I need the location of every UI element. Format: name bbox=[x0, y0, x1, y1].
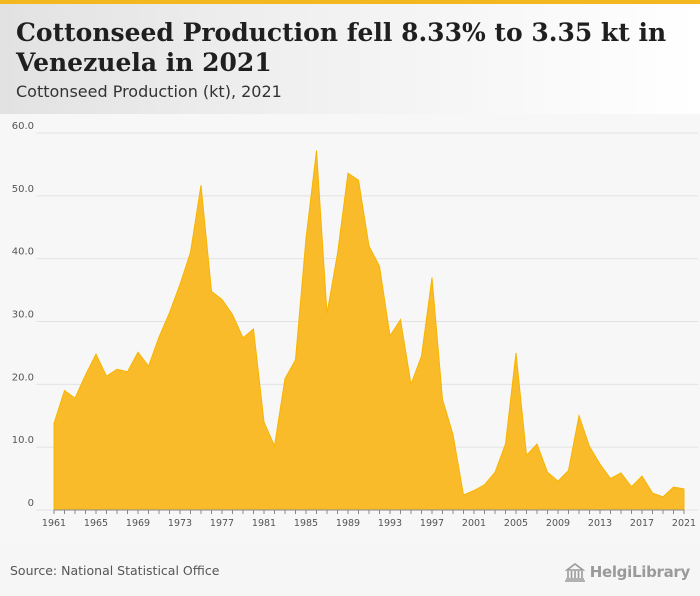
data-point-1974[interactable] bbox=[188, 249, 194, 255]
data-point-2007[interactable] bbox=[534, 441, 540, 447]
data-point-1962[interactable] bbox=[62, 388, 68, 394]
y-tick-label: 10.0 bbox=[12, 435, 34, 446]
x-tick-label: 1973 bbox=[168, 518, 192, 529]
data-point-1961[interactable] bbox=[51, 420, 57, 426]
data-point-1986[interactable] bbox=[314, 148, 320, 154]
x-tick-label: 2009 bbox=[546, 518, 570, 529]
x-tick-label: 2013 bbox=[588, 518, 612, 529]
data-point-1989[interactable] bbox=[345, 170, 351, 176]
data-point-1994[interactable] bbox=[398, 317, 404, 323]
x-tick-label: 1969 bbox=[126, 518, 150, 529]
data-point-1999[interactable] bbox=[450, 432, 456, 438]
data-point-1992[interactable] bbox=[377, 263, 383, 269]
data-point-2005[interactable] bbox=[513, 350, 519, 356]
data-point-1978[interactable] bbox=[230, 312, 236, 318]
x-tick-label: 1961 bbox=[42, 518, 66, 529]
data-point-1976[interactable] bbox=[209, 288, 215, 294]
data-point-1963[interactable] bbox=[72, 395, 78, 401]
page-title: Cottonseed Production fell 8.33% to 3.35… bbox=[16, 18, 667, 77]
data-point-2017[interactable] bbox=[639, 473, 645, 479]
chart-subtitle: Cottonseed Production (kt), 2021 bbox=[16, 82, 282, 101]
x-tick-label: 1989 bbox=[336, 518, 360, 529]
x-tick-label: 2005 bbox=[504, 518, 528, 529]
logo-text: HelgiLibrary bbox=[589, 563, 691, 581]
data-point-2012[interactable] bbox=[587, 444, 593, 450]
y-tick-label: 30.0 bbox=[12, 310, 34, 321]
data-point-2019[interactable] bbox=[660, 494, 666, 500]
x-tick-label: 1997 bbox=[420, 518, 444, 529]
data-point-1973[interactable] bbox=[177, 281, 183, 287]
data-point-2013[interactable] bbox=[597, 461, 603, 467]
data-point-1967[interactable] bbox=[114, 366, 120, 372]
data-point-2006[interactable] bbox=[524, 452, 530, 458]
x-tick-label: 1965 bbox=[84, 518, 108, 529]
data-point-1968[interactable] bbox=[125, 369, 131, 375]
data-point-1995[interactable] bbox=[408, 381, 414, 387]
data-point-1970[interactable] bbox=[146, 363, 152, 369]
data-point-2000[interactable] bbox=[461, 492, 467, 498]
chart-area: 0 10.0 20.0 30.0 40.0 50.0 60.0 1961 1965 1969 197… bbox=[0, 114, 700, 544]
data-point-1975[interactable] bbox=[198, 182, 204, 188]
data-point-2015[interactable] bbox=[618, 470, 624, 476]
data-point-2004[interactable] bbox=[503, 441, 509, 447]
x-tick-label: 1993 bbox=[378, 518, 402, 529]
y-tick-label: 40.0 bbox=[12, 247, 34, 258]
data-point-2020[interactable] bbox=[671, 484, 677, 490]
data-point-1966[interactable] bbox=[104, 373, 110, 379]
y-tick-label: 60.0 bbox=[12, 121, 34, 132]
data-point-1971[interactable] bbox=[156, 334, 162, 340]
data-point-2016[interactable] bbox=[629, 484, 635, 490]
data-point-1984[interactable] bbox=[293, 357, 299, 363]
data-point-1969[interactable] bbox=[135, 349, 141, 355]
data-point-1987[interactable] bbox=[324, 310, 330, 316]
data-point-1996[interactable] bbox=[419, 353, 425, 359]
data-point-1988[interactable] bbox=[335, 251, 341, 257]
data-point-1998[interactable] bbox=[440, 396, 446, 402]
x-tick-label: 1977 bbox=[210, 518, 234, 529]
library-building-icon bbox=[564, 563, 586, 582]
data-point-1981[interactable] bbox=[261, 419, 267, 425]
helgilibrary-logo[interactable]: HelgiLibrary bbox=[564, 561, 690, 583]
y-tick-label: 20.0 bbox=[12, 372, 34, 383]
area-layer bbox=[51, 148, 687, 511]
series-area[interactable] bbox=[53, 150, 685, 511]
y-tick-label: 50.0 bbox=[12, 184, 34, 195]
data-point-2009[interactable] bbox=[555, 478, 561, 484]
data-point-1985[interactable] bbox=[303, 236, 309, 242]
axes: 0 10.0 20.0 30.0 40.0 50.0 60.0 1961 1965 1969 197… bbox=[12, 121, 696, 529]
data-point-2002[interactable] bbox=[482, 482, 488, 488]
data-point-2001[interactable] bbox=[471, 488, 477, 494]
header: Cottonseed Production fell 8.33% to 3.35… bbox=[0, 4, 700, 114]
data-point-1977[interactable] bbox=[219, 297, 225, 303]
data-point-2011[interactable] bbox=[576, 413, 582, 419]
top-accent-rule bbox=[0, 0, 700, 4]
data-point-2014[interactable] bbox=[608, 476, 614, 482]
y-tick-label: 0 bbox=[28, 498, 34, 509]
data-point-1991[interactable] bbox=[366, 243, 372, 249]
data-point-2021[interactable] bbox=[681, 486, 687, 492]
data-point-1997[interactable] bbox=[429, 275, 435, 281]
data-point-1983[interactable] bbox=[282, 376, 288, 382]
data-point-2018[interactable] bbox=[650, 490, 656, 496]
x-tick-label: 2017 bbox=[630, 518, 654, 529]
data-point-1964[interactable] bbox=[83, 372, 89, 378]
data-point-2010[interactable] bbox=[566, 467, 572, 473]
data-point-1979[interactable] bbox=[240, 335, 246, 341]
source-note: Source: National Statistical Office bbox=[10, 563, 220, 578]
x-tick-label: 1981 bbox=[252, 518, 276, 529]
data-point-1965[interactable] bbox=[93, 351, 99, 357]
data-point-1982[interactable] bbox=[272, 443, 278, 449]
data-point-1990[interactable] bbox=[356, 177, 362, 183]
area-chart: 0 10.0 20.0 30.0 40.0 50.0 60.0 1961 1965 1969 197… bbox=[12, 121, 698, 529]
x-tick-label: 2001 bbox=[462, 518, 486, 529]
x-tick-label: 1985 bbox=[294, 518, 318, 529]
data-point-2003[interactable] bbox=[492, 469, 498, 475]
data-point-2008[interactable] bbox=[545, 469, 551, 475]
data-point-1993[interactable] bbox=[387, 333, 393, 339]
data-point-1972[interactable] bbox=[167, 310, 173, 316]
data-point-1980[interactable] bbox=[251, 326, 257, 332]
x-tick-label: 2021 bbox=[672, 518, 696, 529]
